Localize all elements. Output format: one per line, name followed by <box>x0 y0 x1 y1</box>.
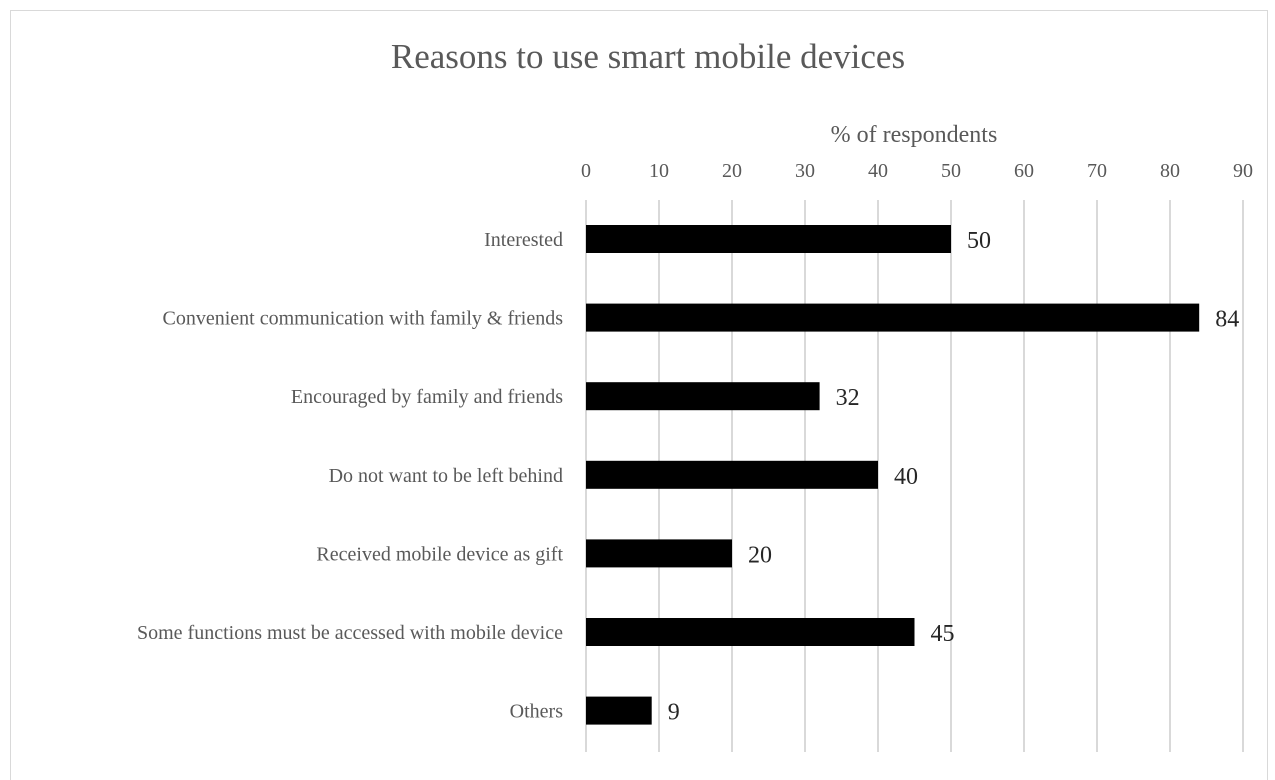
x-tick-label: 10 <box>649 160 669 182</box>
chart-title: Reasons to use smart mobile devices <box>391 37 905 76</box>
chart-frame <box>10 10 1268 780</box>
category-label: Interested <box>484 229 563 251</box>
bar <box>586 539 732 568</box>
data-label: 84 <box>1215 307 1239 333</box>
bar <box>586 696 652 725</box>
data-label: 20 <box>748 542 772 568</box>
data-labels: 50 84 32 40 20 45 9 <box>668 228 1239 726</box>
data-label: 45 <box>931 621 955 647</box>
bars <box>586 225 1200 725</box>
x-tick-label: 70 <box>1087 160 1107 182</box>
x-tick-label: 40 <box>868 160 888 182</box>
data-label: 50 <box>967 228 991 254</box>
bar <box>586 225 951 253</box>
x-tick-label: 60 <box>1014 160 1034 182</box>
x-tick-labels: 0 10 20 30 40 50 60 70 80 90 <box>581 160 1253 182</box>
x-tick-label: 90 <box>1233 160 1253 182</box>
x-axis-title: % of respondents <box>831 122 998 148</box>
category-labels: Interested Convenient communication with … <box>137 229 563 723</box>
x-tick-label: 20 <box>722 160 742 182</box>
category-label: Encouraged by family and friends <box>291 386 563 408</box>
x-tick-label: 0 <box>581 160 591 182</box>
category-label: Others <box>510 701 564 723</box>
category-label: Do not want to be left behind <box>329 465 563 487</box>
x-tick-label: 80 <box>1160 160 1180 182</box>
bar <box>586 303 1200 332</box>
bar <box>586 382 820 411</box>
x-tick-label: 30 <box>795 160 815 182</box>
bar <box>586 618 915 646</box>
data-label: 40 <box>894 464 918 490</box>
x-tick-label: 50 <box>941 160 961 182</box>
data-label: 9 <box>668 700 680 726</box>
category-label: Convenient communication with family & f… <box>163 308 564 330</box>
category-label: Received mobile device as gift <box>316 543 563 565</box>
data-label: 32 <box>836 385 860 411</box>
category-label: Some functions must be accessed with mob… <box>137 622 563 644</box>
bar <box>586 460 878 489</box>
